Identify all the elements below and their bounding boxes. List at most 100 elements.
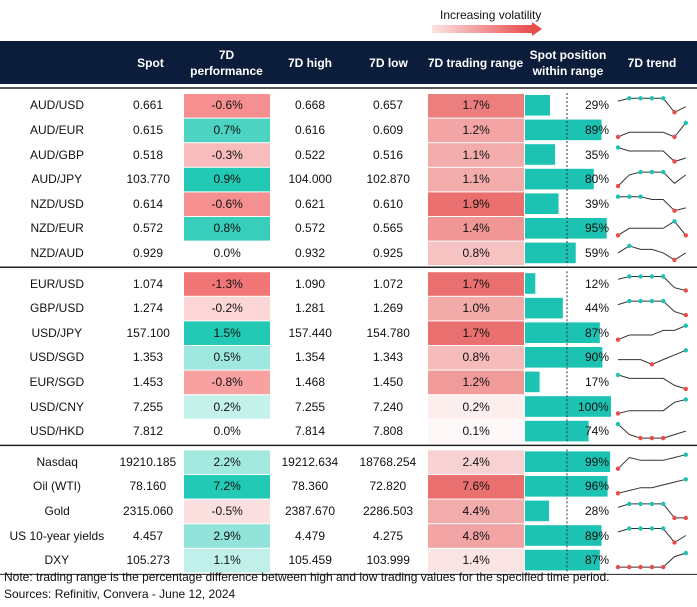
position-bar [525,451,611,472]
low-value: 7.808 [373,424,404,439]
trend-dot [627,274,632,279]
performance-cell [184,346,270,370]
trend-line [617,478,686,494]
trend-dot [683,550,688,556]
trend-dot [672,257,677,263]
low-value: 1.072 [373,276,404,291]
range-cell [428,524,524,548]
spot-value: 0.572 [133,221,164,236]
trend-dot [683,348,688,353]
low-value: 1.450 [373,374,404,389]
trend-dot [649,96,655,101]
trend-dot [615,233,621,238]
range-label: 1.4% [462,221,490,236]
high-value: 7.814 [295,424,326,439]
trend-dot [615,337,621,342]
performance-cell [184,450,270,474]
performance-label: 0.5% [213,350,241,365]
position-bar [525,347,603,368]
position-bar [525,500,550,522]
low-value: 1.269 [373,301,404,316]
trend-dot [661,169,666,175]
position-bar [525,549,600,571]
column-header: Spot [137,55,164,70]
trend-dot [638,96,643,101]
low-value: 7.240 [373,399,404,414]
pair-label: USD/JPY [31,325,83,340]
trend-line [617,220,687,236]
trend-dot [615,564,621,570]
low-value: 4.275 [373,528,404,543]
low-value: 0.609 [373,122,404,137]
pair-label: AUD/EUR [30,122,85,137]
pair-label: US 10-year yields [9,528,105,543]
low-value: 154.780 [366,325,410,340]
trend-dot [683,515,688,521]
high-value: 1.281 [295,301,326,316]
high-value: 1.354 [295,350,326,365]
range-label: 1.1% [462,147,490,162]
column-header: 7D high [288,55,332,70]
position-bar [525,273,536,294]
trend-dot [627,96,632,101]
range-cell [428,370,524,395]
trend-dot [638,169,643,175]
position-bar [525,396,611,417]
trend-dot [683,386,688,392]
performance-label: -0.6% [211,98,243,113]
trend-dot [615,411,621,416]
spot-value: 105.273 [126,553,170,568]
range-label: 1.2% [462,122,490,137]
position-label: 17% [585,374,610,389]
position-label: 96% [585,479,610,494]
range-cell [428,395,524,419]
performance-cell [184,475,270,499]
trend-dot [649,362,655,367]
column-header: 7D performance [190,47,263,78]
trend-dot [615,194,621,199]
high-value: 0.572 [295,221,326,236]
trend-dot [638,501,643,507]
range-cell [428,450,524,474]
spot-value: 1.274 [133,301,164,316]
trend-dot [615,491,621,496]
range-label: 0.8% [462,245,490,260]
trend-dot [638,564,643,570]
range-label: 7.6% [462,479,490,494]
range-cell [428,548,524,573]
low-value: 2286.503 [363,503,414,518]
range-label: 1.7% [462,276,490,291]
trend-dot [649,564,655,570]
trend-dot [649,526,655,531]
trend-dot [627,298,632,304]
position-bar [525,144,556,165]
trend-dot [683,233,688,238]
trend-dot [661,298,666,304]
position-bar [525,242,576,264]
spot-value: 7.812 [133,424,164,439]
performance-cell [184,118,270,143]
footer-sources: Sources: Refinitiv, Convera - June 12, 2… [4,587,236,601]
trend-dot [661,526,666,531]
performance-label: 0.0% [213,424,241,439]
position-bar [525,218,607,239]
spot-value: 19210.185 [119,454,177,469]
performance-label: 0.2% [213,399,241,414]
range-label: 1.2% [462,374,490,389]
pair-label: USD/HKD [30,424,85,439]
trend-dot [672,110,677,115]
spot-value: 2315.060 [123,503,174,518]
performance-cell [184,296,270,321]
performance-cell [184,499,270,524]
range-cell [428,475,524,499]
spot-value: 0.614 [133,196,164,211]
trend-dot [683,288,688,293]
range-cell [428,217,524,241]
range-label: 0.1% [462,424,490,439]
pair-label: NZD/EUR [30,221,84,236]
position-bar [525,297,563,319]
high-value: 0.932 [295,245,326,260]
performance-label: 0.8% [213,221,241,236]
